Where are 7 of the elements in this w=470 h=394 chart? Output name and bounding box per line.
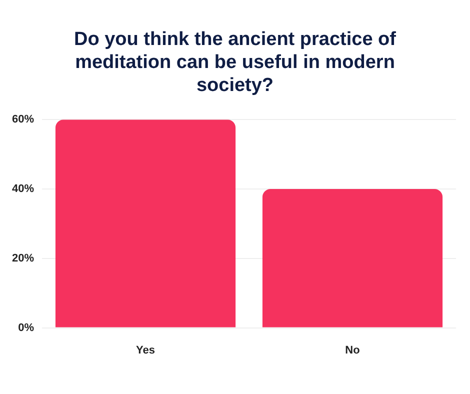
y-tick-label: 40% <box>12 183 34 196</box>
chart-title: Do you think the ancient practice of meditation can be useful in modern society? <box>73 28 397 97</box>
y-tick-label: 60% <box>12 114 34 126</box>
y-tick-label: 0% <box>18 322 34 334</box>
x-tick-label: No <box>345 344 360 356</box>
y-tick-label: 20% <box>12 252 34 264</box>
x-tick-label: Yes <box>136 344 155 356</box>
